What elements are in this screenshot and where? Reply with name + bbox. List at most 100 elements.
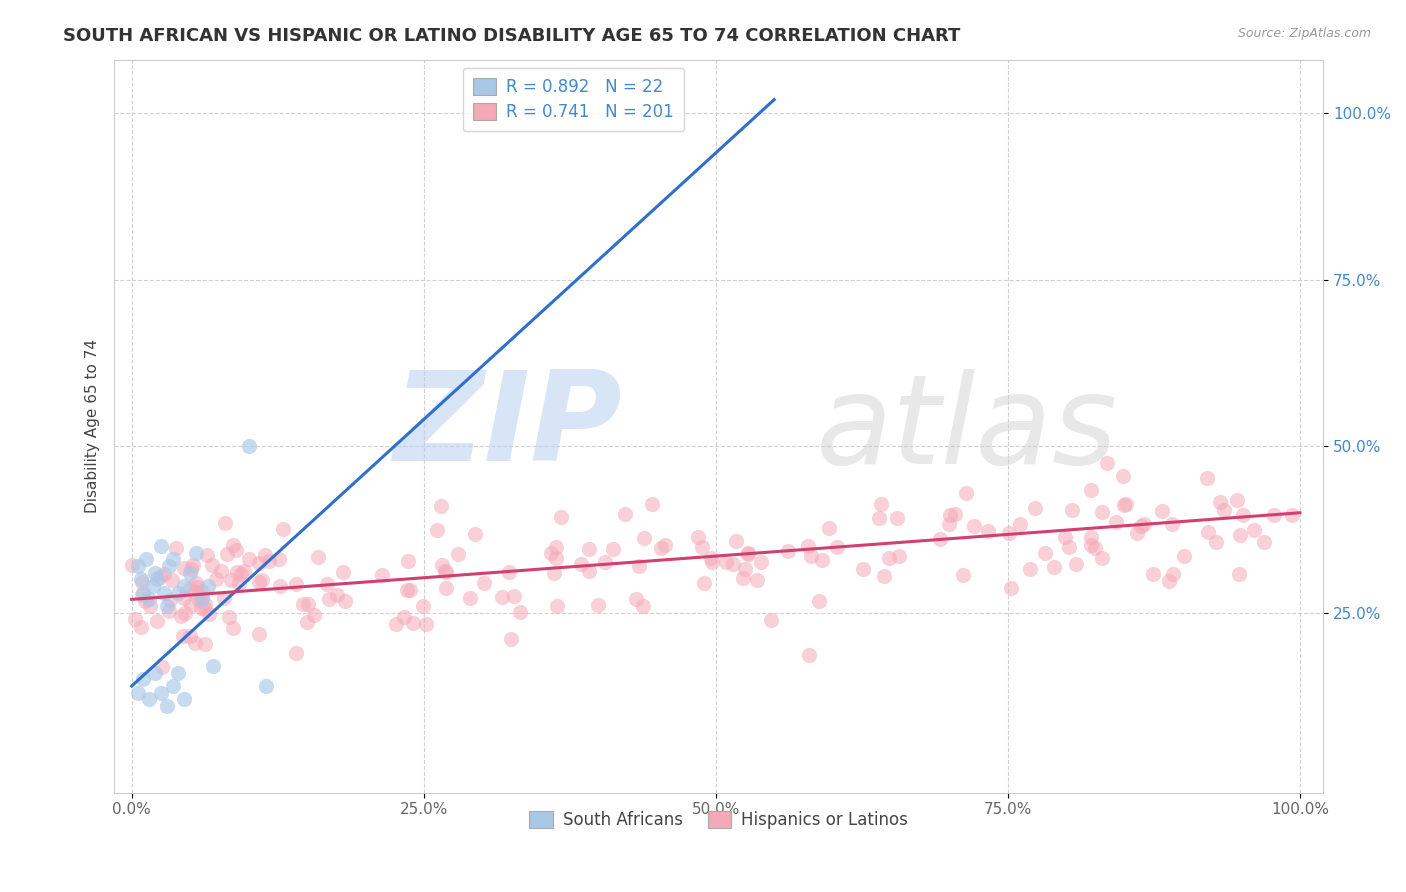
Point — [247, 575, 270, 590]
Point — [595, 554, 617, 568]
Point — [295, 615, 318, 629]
Point — [737, 547, 759, 561]
Point — [1161, 516, 1184, 531]
Point — [1064, 558, 1087, 572]
Point — [955, 485, 977, 500]
Point — [284, 646, 307, 660]
Point — [1080, 483, 1102, 498]
Point — [395, 582, 418, 597]
Point — [129, 620, 152, 634]
Point — [162, 679, 184, 693]
Point — [190, 601, 212, 615]
Point — [238, 439, 260, 453]
Point — [945, 508, 967, 522]
Point — [179, 582, 201, 596]
Point — [1197, 524, 1219, 539]
Point — [868, 510, 890, 524]
Point — [1161, 566, 1184, 581]
Point — [1142, 566, 1164, 581]
Point — [215, 547, 238, 561]
Point — [186, 581, 208, 595]
Point — [172, 629, 194, 643]
Point — [191, 590, 214, 604]
Point — [209, 564, 232, 578]
Point — [546, 599, 568, 613]
Point — [285, 576, 308, 591]
Point — [540, 546, 562, 560]
Point — [179, 566, 201, 580]
Point — [150, 660, 173, 674]
Point — [159, 592, 181, 607]
Point — [761, 613, 783, 627]
Point — [426, 523, 449, 537]
Point — [127, 686, 149, 700]
Point — [191, 584, 214, 599]
Point — [214, 516, 236, 530]
Point — [1084, 541, 1107, 555]
Point — [139, 599, 162, 614]
Point — [396, 553, 419, 567]
Point — [135, 552, 157, 566]
Point — [253, 549, 276, 563]
Point — [749, 555, 772, 569]
Point — [550, 510, 572, 524]
Point — [197, 607, 219, 622]
Point — [157, 604, 180, 618]
Point — [401, 616, 423, 631]
Point — [877, 551, 900, 566]
Point — [167, 665, 190, 680]
Point — [415, 616, 437, 631]
Point — [371, 568, 394, 582]
Point — [1173, 549, 1195, 563]
Point — [1112, 498, 1135, 512]
Point — [184, 636, 207, 650]
Point — [149, 686, 172, 700]
Point — [229, 567, 252, 582]
Point — [1018, 562, 1040, 576]
Point — [1213, 502, 1236, 516]
Point — [1097, 456, 1119, 470]
Point — [332, 565, 354, 579]
Point — [297, 597, 319, 611]
Point — [218, 610, 240, 624]
Text: Source: ZipAtlas.com: Source: ZipAtlas.com — [1237, 27, 1371, 40]
Point — [631, 599, 654, 613]
Point — [808, 593, 831, 607]
Point — [131, 574, 153, 589]
Point — [180, 561, 202, 575]
Point — [998, 526, 1021, 541]
Point — [238, 552, 260, 566]
Point — [153, 585, 176, 599]
Point — [578, 564, 600, 578]
Point — [146, 573, 169, 587]
Point — [143, 665, 166, 680]
Point — [938, 516, 960, 531]
Point — [399, 583, 422, 598]
Point — [142, 579, 165, 593]
Text: ZIP: ZIP — [394, 366, 621, 487]
Point — [134, 594, 156, 608]
Point — [254, 679, 277, 693]
Point — [173, 561, 195, 575]
Point — [586, 598, 609, 612]
Point — [222, 621, 245, 635]
Point — [271, 522, 294, 536]
Point — [700, 550, 723, 565]
Point — [825, 540, 848, 554]
Point — [1152, 504, 1174, 518]
Point — [247, 627, 270, 641]
Point — [747, 573, 769, 587]
Point — [1126, 525, 1149, 540]
Point — [1000, 581, 1022, 595]
Point — [156, 599, 179, 613]
Point — [886, 510, 908, 524]
Point — [817, 521, 839, 535]
Point — [650, 541, 672, 555]
Point — [174, 606, 197, 620]
Point — [165, 541, 187, 555]
Point — [335, 593, 357, 607]
Point — [887, 549, 910, 563]
Point — [1112, 468, 1135, 483]
Point — [187, 593, 209, 607]
Point — [138, 592, 160, 607]
